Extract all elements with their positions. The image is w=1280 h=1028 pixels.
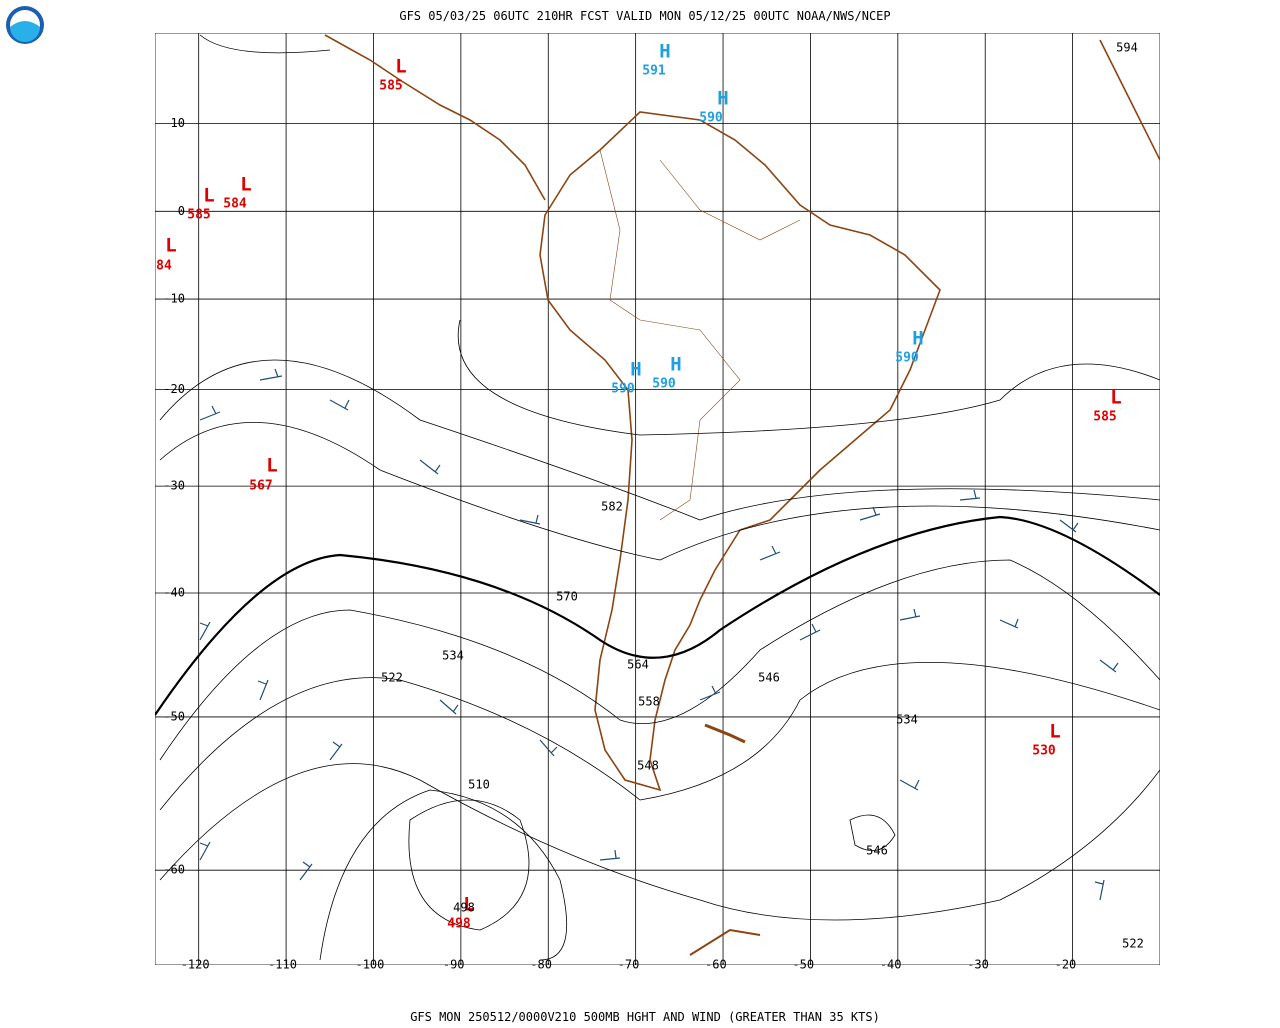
center-letter: H xyxy=(670,354,681,376)
center-value: 585 xyxy=(1093,410,1116,425)
contour-label: 522 xyxy=(1122,937,1144,951)
center-value: 590 xyxy=(652,377,676,392)
center-value: 591 xyxy=(642,64,666,79)
lat-label: 10 xyxy=(171,116,185,130)
center-letter: H xyxy=(630,359,641,381)
center-letter: L xyxy=(203,185,214,207)
center-letter: L xyxy=(395,56,406,78)
contour-label: 564 xyxy=(627,658,649,672)
center-value: 498 xyxy=(447,917,471,932)
center-letter: H xyxy=(912,328,923,350)
center-letter: L xyxy=(165,235,176,257)
center-value: 590 xyxy=(895,351,919,366)
lon-label: -60 xyxy=(705,958,727,972)
center-value: 84 xyxy=(156,259,172,274)
contour-label: 510 xyxy=(468,778,490,792)
center-letter: L xyxy=(266,455,277,477)
center-letter: L xyxy=(240,174,251,196)
borders xyxy=(599,149,801,521)
contour-label: 498 xyxy=(453,901,475,915)
height-contours xyxy=(155,34,1160,961)
lon-label: -30 xyxy=(967,958,989,972)
map-caption: GFS MON 250512/0000V210 500MB HGHT AND W… xyxy=(410,1010,880,1024)
lon-label: -20 xyxy=(1055,958,1077,972)
lat-label: -60 xyxy=(163,863,185,877)
center-value: 585 xyxy=(187,208,210,223)
center-value: 590 xyxy=(611,382,635,397)
lat-label: -50 xyxy=(163,709,185,723)
lat-label: 0 xyxy=(178,204,185,218)
lat-label: -10 xyxy=(163,292,185,306)
contour-label: 558 xyxy=(638,695,660,709)
center-letter: L xyxy=(1110,387,1121,409)
lon-label: -100 xyxy=(355,958,384,972)
contour-label: 594 xyxy=(1116,41,1138,55)
lon-label: -50 xyxy=(792,958,814,972)
contour-label: 570 xyxy=(556,590,578,604)
contour-label: 522 xyxy=(381,671,403,685)
lon-label: -110 xyxy=(268,958,297,972)
contour-label: 546 xyxy=(758,671,780,685)
lon-label: -70 xyxy=(618,958,640,972)
center-value: 584 xyxy=(223,197,247,212)
coastlines xyxy=(324,34,1160,956)
grid xyxy=(155,33,1160,965)
lat-label: -30 xyxy=(163,479,185,493)
plot-frame xyxy=(155,33,1160,965)
map-title: GFS 05/03/25 06UTC 210HR FCST VALID MON … xyxy=(399,9,890,23)
labels: -120 -110 -100 -90 -80 -70 -60 -50 -40 -30 -20 10 0 -… xyxy=(156,41,1144,972)
lon-label: -40 xyxy=(880,958,902,972)
contour-label: 534 xyxy=(442,649,464,663)
center-letter: L xyxy=(463,894,474,916)
contour-label: 534 xyxy=(896,713,918,727)
contour-label: 546 xyxy=(866,844,888,858)
center-letter: L xyxy=(1049,721,1060,743)
contour-label: 582 xyxy=(601,500,623,514)
center-value: 567 xyxy=(249,479,272,494)
lon-label: -80 xyxy=(530,958,552,972)
contour-label: 548 xyxy=(637,759,659,773)
noaa-logo xyxy=(6,6,44,44)
wind-barbs xyxy=(199,368,1119,901)
center-letter: H xyxy=(659,41,670,63)
center-value: 585 xyxy=(379,79,402,94)
center-letter: H xyxy=(717,88,728,110)
center-value: 530 xyxy=(1032,744,1056,759)
lat-label: -20 xyxy=(163,382,185,396)
center-value: 590 xyxy=(699,111,723,126)
lon-label: -90 xyxy=(443,958,465,972)
lat-label: -40 xyxy=(163,585,185,599)
lon-label: -120 xyxy=(181,958,210,972)
